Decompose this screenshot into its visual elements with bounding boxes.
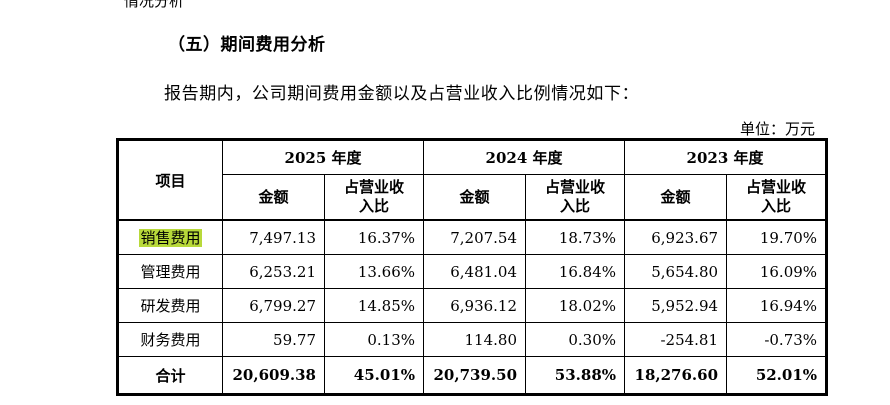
table-row-admin-expense: 管理费用 6,253.21 13.66% 6,481.04 16.84% 5,6…	[117, 254, 828, 289]
row-label: 财务费用	[117, 322, 223, 357]
table-row-total: 合计 20,609.38 45.01% 20,739.50 53.88% 18,…	[117, 356, 828, 395]
table-cell: 18.73%	[525, 219, 626, 255]
table-row-selling-expense: 销售费用 7,497.13 16.37% 7,207.54 18.73% 6,9…	[117, 219, 828, 255]
table-cell: 5,952.94	[624, 288, 728, 323]
table-cell: -254.81	[624, 322, 728, 357]
table-cell: -0.73%	[726, 322, 828, 357]
highlighted-text: 销售费用	[139, 229, 202, 247]
amount-header: 金额	[624, 174, 728, 221]
amount-header: 金额	[222, 174, 325, 221]
table-cell: 114.80	[423, 322, 527, 357]
total-label: 合计	[117, 356, 223, 395]
amount-header: 金额	[423, 174, 527, 221]
intro-paragraph: 报告期内，公司期间费用金额以及占营业收入比例情况如下：	[164, 84, 640, 104]
year-header-2023: 2023 年度	[624, 139, 828, 175]
year-header-2025: 2025 年度	[221, 139, 425, 175]
table-cell: 13.66%	[323, 254, 425, 289]
ratio-header: 占营业收 入比	[726, 174, 828, 221]
row-label: 销售费用	[117, 219, 223, 255]
ratio-header: 占营业收 入比	[323, 174, 425, 221]
unit-note: 单位：万元	[739, 120, 815, 138]
total-cell: 53.88%	[525, 356, 626, 395]
total-cell: 45.01%	[323, 356, 425, 395]
table-cell: 6,936.12	[423, 288, 527, 323]
total-cell: 52.01%	[726, 356, 828, 395]
total-cell: 18,276.60	[624, 356, 728, 395]
table-cell: 0.30%	[525, 322, 626, 357]
total-cell: 20,739.50	[423, 356, 527, 395]
table-cell: 6,253.21	[222, 254, 325, 289]
table-cell: 16.94%	[726, 288, 828, 323]
table-cell: 0.13%	[323, 322, 425, 357]
table-cell: 6,481.04	[423, 254, 527, 289]
previous-text-fragment: 情况分析	[124, 0, 185, 10]
table-cell: 16.84%	[525, 254, 626, 289]
ratio-header: 占营业收 入比	[525, 174, 626, 221]
table-cell: 6,923.67	[624, 219, 728, 255]
year-header-2024: 2024 年度	[423, 139, 626, 175]
table-cell: 5,654.80	[624, 254, 728, 289]
item-header: 项目	[117, 139, 223, 221]
table-cell: 59.77	[222, 322, 325, 357]
table-cell: 14.85%	[323, 288, 425, 323]
total-cell: 20,609.38	[222, 356, 325, 395]
section-heading: （五）期间费用分析	[168, 35, 326, 55]
table-row-finance-expense: 财务费用 59.77 0.13% 114.80 0.30% -254.81 -0…	[117, 322, 828, 357]
table-cell: 6,799.27	[222, 288, 325, 323]
table-cell: 7,497.13	[222, 219, 325, 255]
table-cell: 16.37%	[323, 219, 425, 255]
table-row-rd-expense: 研发费用 6,799.27 14.85% 6,936.12 18.02% 5,9…	[117, 288, 828, 323]
row-label: 研发费用	[117, 288, 223, 323]
table-cell: 19.70%	[726, 219, 828, 255]
table-cell: 7,207.54	[423, 219, 527, 255]
table-cell: 18.02%	[525, 288, 626, 323]
table-cell: 16.09%	[726, 254, 828, 289]
row-label: 管理费用	[117, 254, 223, 289]
period-expense-table: 项目 2025 年度 2024 年度 2023 年度 金额 占营业收 入比 金额 …	[116, 138, 829, 396]
